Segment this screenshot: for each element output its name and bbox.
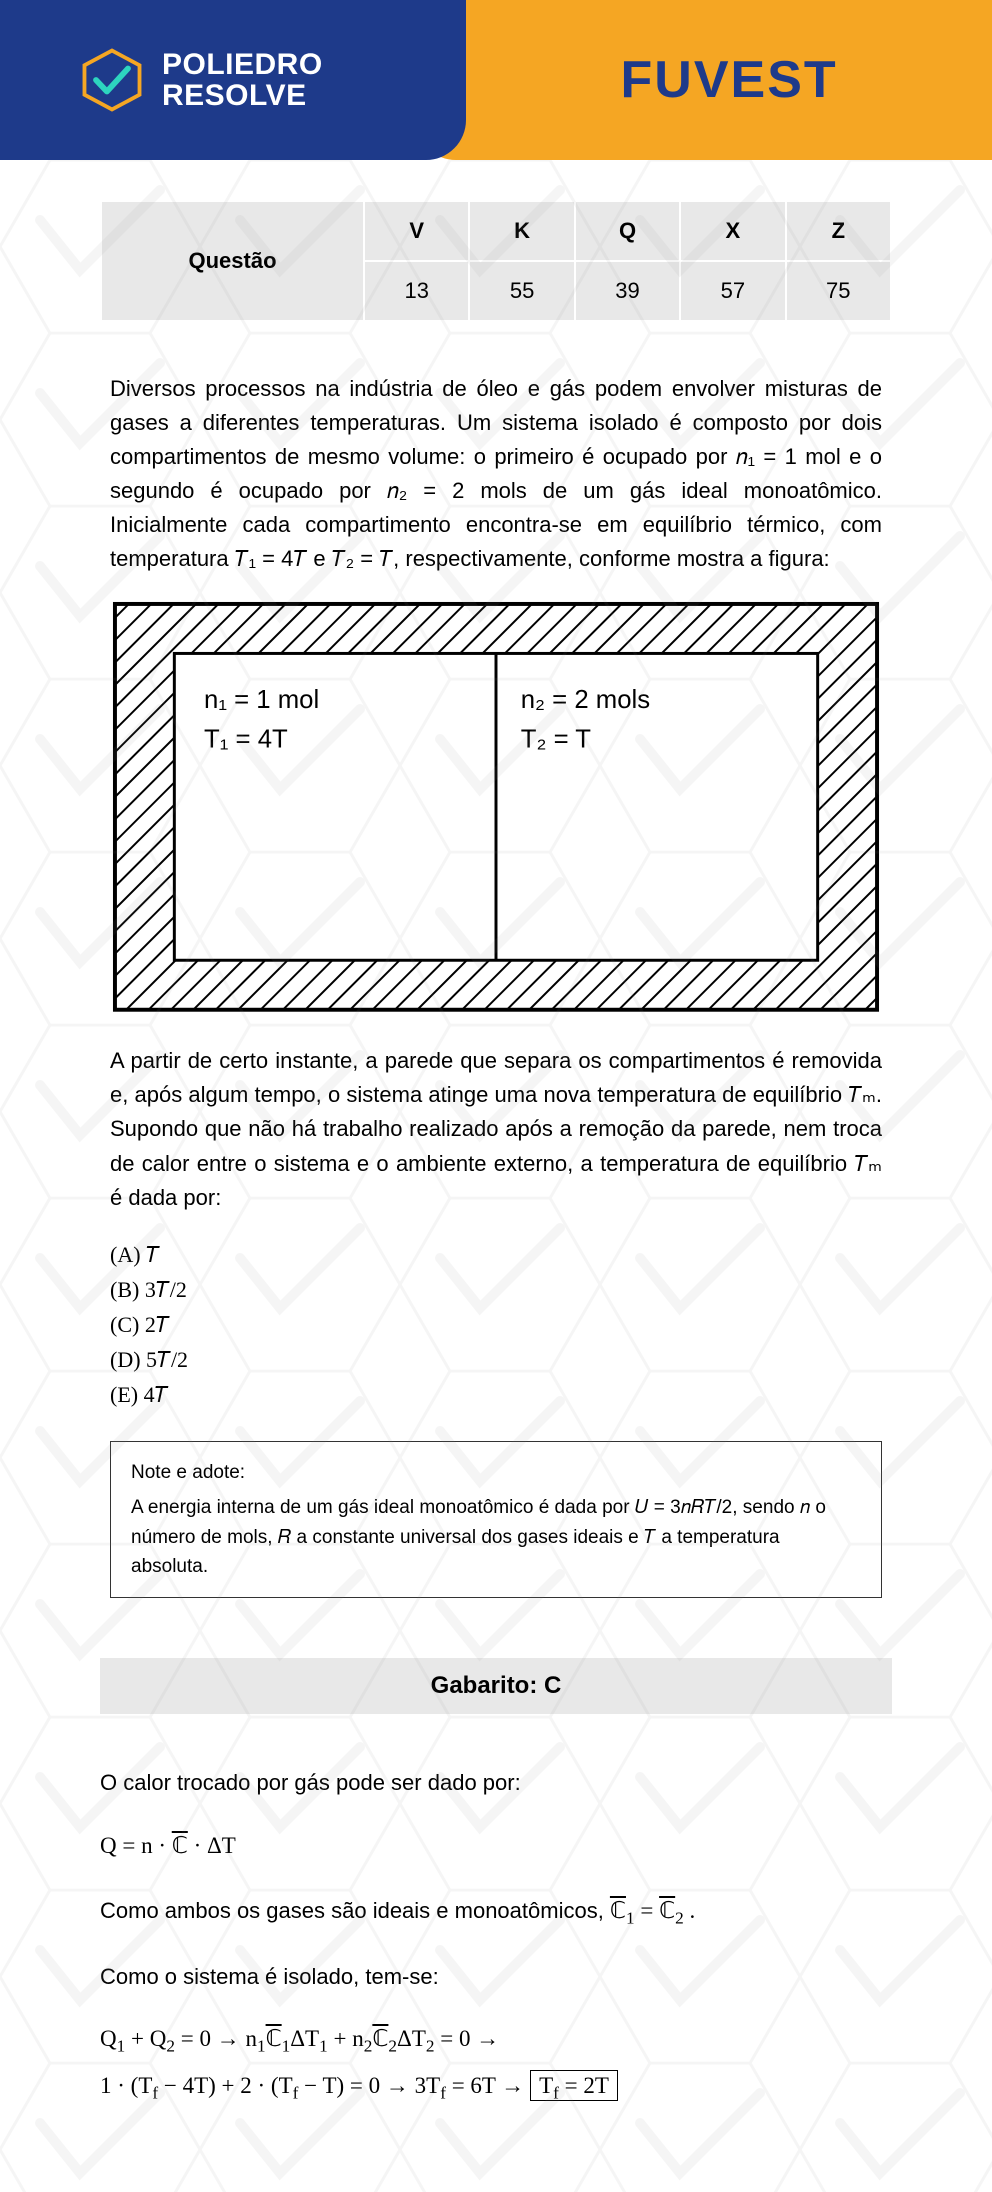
alt-a: (A) 𝑇: [110, 1237, 882, 1272]
sol-s2-pre: Como ambos os gases são ideais e monoatô…: [100, 1898, 610, 1923]
alt-e: (E) 4𝑇: [110, 1377, 882, 1412]
qtable-val: 39: [575, 261, 680, 321]
page-header: POLIEDRO RESOLVE FUVEST: [0, 0, 992, 160]
note-body: A energia interna de um gás ideal monoat…: [131, 1493, 861, 1581]
qtable-col: V: [364, 201, 469, 261]
brand-hex-icon: [80, 48, 144, 112]
brand-line2: RESOLVE: [162, 80, 323, 112]
alt-b: (B) 3𝑇/2: [110, 1272, 882, 1307]
exam-name: FUVEST: [621, 50, 838, 110]
problem-p1: Diversos processos na indústria de óleo …: [110, 372, 882, 577]
fig-T2: T₂ = T: [521, 725, 592, 753]
qtable-val: 75: [786, 261, 891, 321]
question-number-table: Questão V K Q X Z 13 55 39 57 75: [100, 200, 892, 322]
qtable-col: X: [680, 201, 785, 261]
brand-line1: POLIEDRO: [162, 49, 323, 81]
sol-eq2: Q1 + Q2 = 0 → n1ℂ1ΔT1 + n2ℂ2ΔT2 = 0 → 1 …: [100, 2017, 892, 2110]
alternatives-list: (A) 𝑇 (B) 3𝑇/2 (C) 2𝑇 (D) 5𝑇/2 (E) 4𝑇: [110, 1237, 882, 1413]
qtable-rowlabel: Questão: [101, 201, 364, 321]
problem-block: Diversos processos na indústria de óleo …: [100, 372, 892, 1598]
compartment-figure: n₁ = 1 mol T₁ = 4T n₂ = 2 mols T₂ = T: [110, 599, 882, 1015]
note-box: Note e adote: A energia interna de um gá…: [110, 1441, 882, 1599]
alt-c: (C) 2𝑇: [110, 1307, 882, 1342]
sol-s2-eq: ℂ1 = ℂ2 .: [610, 1898, 695, 1923]
qtable-val: 57: [680, 261, 785, 321]
problem-p2: A partir de certo instante, a parede que…: [110, 1044, 882, 1214]
qtable-col: Q: [575, 201, 680, 261]
exam-block: FUVEST: [416, 0, 992, 160]
qtable-col: Z: [786, 201, 891, 261]
answer-banner: Gabarito: C: [100, 1658, 892, 1714]
qtable-val: 55: [469, 261, 574, 321]
brand-text: POLIEDRO RESOLVE: [162, 49, 323, 112]
alt-d: (D) 5𝑇/2: [110, 1342, 882, 1377]
sol-s3: Como o sistema é isolado, tem-se:: [100, 1958, 892, 1995]
qtable-val: 13: [364, 261, 469, 321]
sol-s1: O calor trocado por gás pode ser dado po…: [100, 1764, 892, 1801]
sol-s2: Como ambos os gases são ideais e monoatô…: [100, 1889, 892, 1935]
sol-eq1: Q = n · ℂ · ΔT: [100, 1824, 892, 1868]
fig-n2: n₂ = 2 mols: [521, 685, 650, 713]
brand-block: POLIEDRO RESOLVE: [0, 0, 466, 160]
solution-block: O calor trocado por gás pode ser dado po…: [100, 1764, 892, 2110]
fig-n1: n₁ = 1 mol: [204, 685, 319, 713]
note-title: Note e adote:: [131, 1458, 861, 1487]
qtable-col: K: [469, 201, 574, 261]
fig-T1: T₁ = 4T: [204, 725, 288, 753]
